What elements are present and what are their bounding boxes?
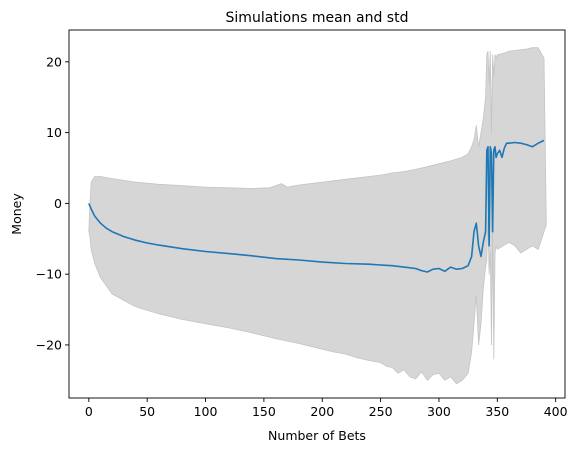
x-tick-label: 300 bbox=[427, 404, 451, 419]
x-axis: 0 50 100 150 200 250 300 350 400 bbox=[85, 398, 568, 419]
x-tick-label: 350 bbox=[485, 404, 509, 419]
y-axis-label: Money bbox=[9, 193, 24, 235]
x-axis-label: Number of Bets bbox=[268, 428, 366, 443]
x-tick-label: 400 bbox=[544, 404, 568, 419]
chart-title: Simulations mean and std bbox=[226, 10, 409, 26]
x-tick-label: 0 bbox=[85, 404, 93, 419]
y-tick-label: 10 bbox=[46, 125, 62, 140]
mean-line bbox=[88, 139, 545, 273]
y-axis: −20 −10 0 10 20 bbox=[36, 54, 69, 352]
x-tick-label: 150 bbox=[252, 404, 276, 419]
std-band bbox=[88, 47, 547, 385]
plot-frame bbox=[68, 29, 566, 399]
x-tick-label: 100 bbox=[194, 404, 218, 419]
y-tick-label: 0 bbox=[54, 196, 62, 211]
x-tick-label: 50 bbox=[139, 404, 155, 419]
x-tick-label: 250 bbox=[369, 404, 393, 419]
plot-area bbox=[88, 47, 547, 385]
y-tick-label: 20 bbox=[46, 54, 62, 69]
x-tick-label: 200 bbox=[310, 404, 334, 419]
y-tick-label: −10 bbox=[36, 267, 62, 282]
y-tick-label: −20 bbox=[36, 337, 62, 352]
